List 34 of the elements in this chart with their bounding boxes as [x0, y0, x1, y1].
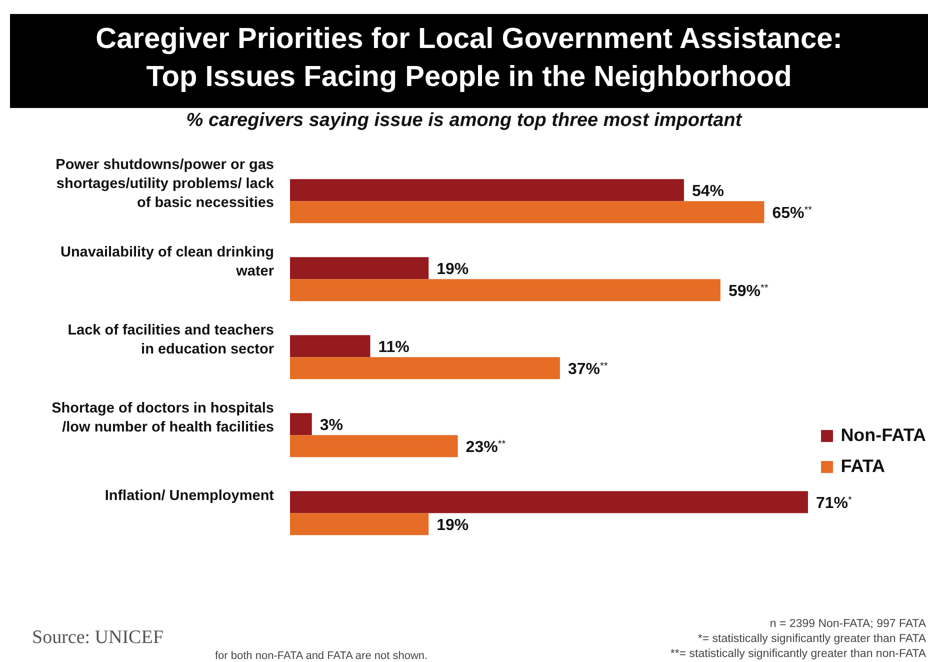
data-label: 19%: [436, 261, 469, 278]
chart-subtitle: % caregivers saying issue is among top three most important: [185, 110, 744, 132]
text: **= statistically significantly greater than non-FATA: [670, 647, 926, 662]
data-label: 37%$^{**}$: [568, 360, 608, 378]
data-label: 65%$^{**}$: [772, 204, 812, 222]
text: *= statistically significantly greater than FATA: [696, 632, 926, 647]
data-label: 11%: [378, 339, 410, 356]
y-tick-label: Power shutdowns/power or gas shortages/utility problems/ lack of basic necessities: [56, 157, 275, 211]
chart-title: Caregiver Priorities for Local Government Assistance: Top Issues Facing People in the Neighborhood: [94, 22, 844, 95]
text: for both non-FATA and FATA are not shown.: [215, 650, 428, 662]
bar: [290, 257, 429, 280]
legend-label: Non-FATA: [840, 425, 926, 446]
legend-label: FATA: [840, 456, 886, 477]
data-label: 54%: [692, 183, 724, 200]
bar: [290, 335, 370, 358]
data-label: 3%: [320, 417, 344, 434]
data-label: 71%$^{*}$: [816, 494, 852, 512]
data-label: 19%: [436, 517, 469, 534]
source-note: Source: UNICEF: [32, 627, 164, 649]
data-label: 23%$^{**}$: [466, 438, 506, 456]
bar: [290, 357, 560, 380]
bar: [290, 491, 808, 514]
bar: [290, 513, 429, 536]
bar: [290, 179, 684, 202]
bar: [290, 279, 720, 302]
y-tick-label: Shortage of doctors in hospitals /low number of health facilities: [52, 400, 274, 436]
y-tick-label: Lack of facilities and teachers in education sector: [68, 322, 274, 358]
bar: [290, 201, 764, 224]
bar: [290, 413, 312, 436]
data-label: 59%$^{**}$: [728, 282, 768, 300]
y-tick-label: Inflation/ Unemployment: [104, 488, 274, 504]
y-tick-label: Unavailability of clean drinking water: [60, 244, 274, 280]
text: n = 2399 Non-FATA; 997 FATA: [768, 617, 926, 632]
bar: [290, 435, 458, 458]
